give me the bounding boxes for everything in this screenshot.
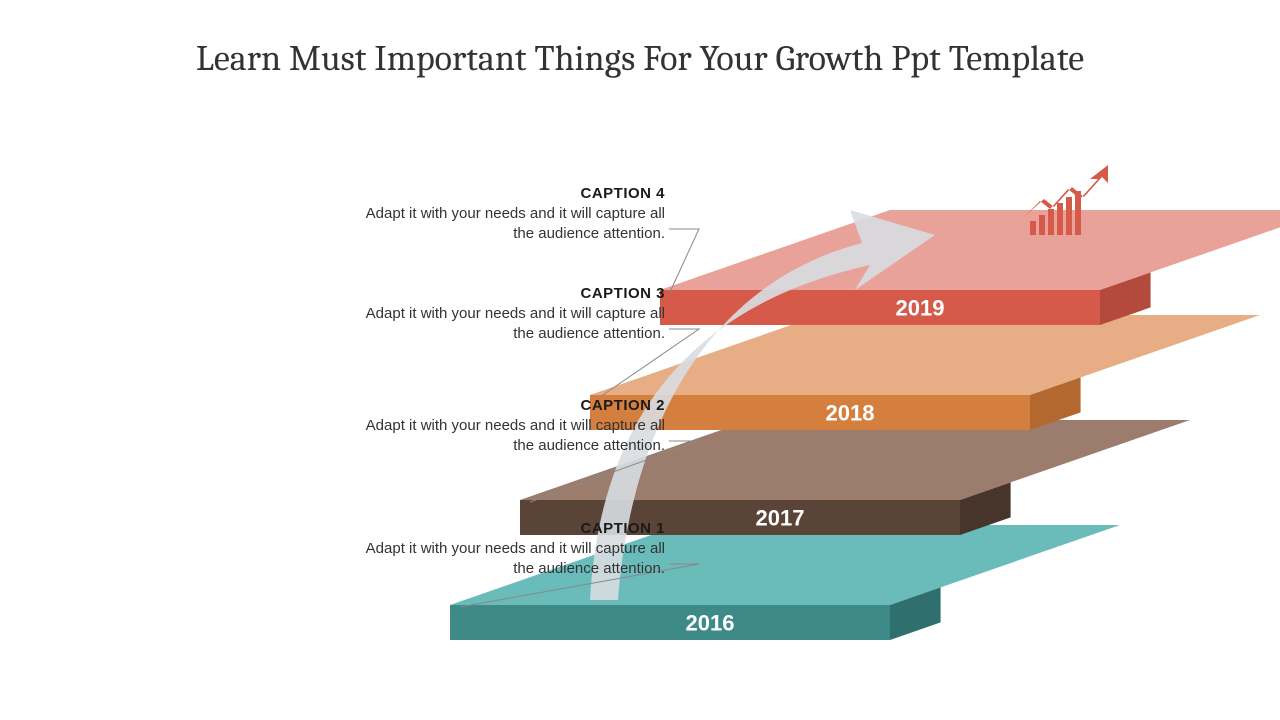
caption-desc: Adapt it with your needs and it will cap… [345, 416, 665, 457]
caption-desc: Adapt it with your needs and it will cap… [345, 304, 665, 345]
year-label: 2017 [756, 506, 805, 531]
caption-block-2: CAPTION 2 Adapt it with your needs and it… [345, 397, 665, 457]
caption-title: CAPTION 2 [345, 397, 665, 414]
caption-title: CAPTION 4 [345, 185, 665, 202]
caption-block-4: CAPTION 4 Adapt it with your needs and it… [345, 185, 665, 245]
caption-block-1: CAPTION 1 Adapt it with your needs and it… [345, 520, 665, 580]
caption-block-3: CAPTION 3 Adapt it with your needs and it… [345, 285, 665, 345]
year-label: 2019 [896, 296, 945, 321]
staircase-diagram: 2016 2017 2018 2019 [0, 0, 1280, 720]
caption-title: CAPTION 3 [345, 285, 665, 302]
caption-desc: Adapt it with your needs and it will cap… [345, 539, 665, 580]
caption-desc: Adapt it with your needs and it will cap… [345, 204, 665, 245]
step-2018: 2018 [590, 315, 1260, 430]
caption-title: CAPTION 1 [345, 520, 665, 537]
year-label: 2018 [826, 401, 875, 426]
year-label: 2016 [686, 611, 735, 636]
